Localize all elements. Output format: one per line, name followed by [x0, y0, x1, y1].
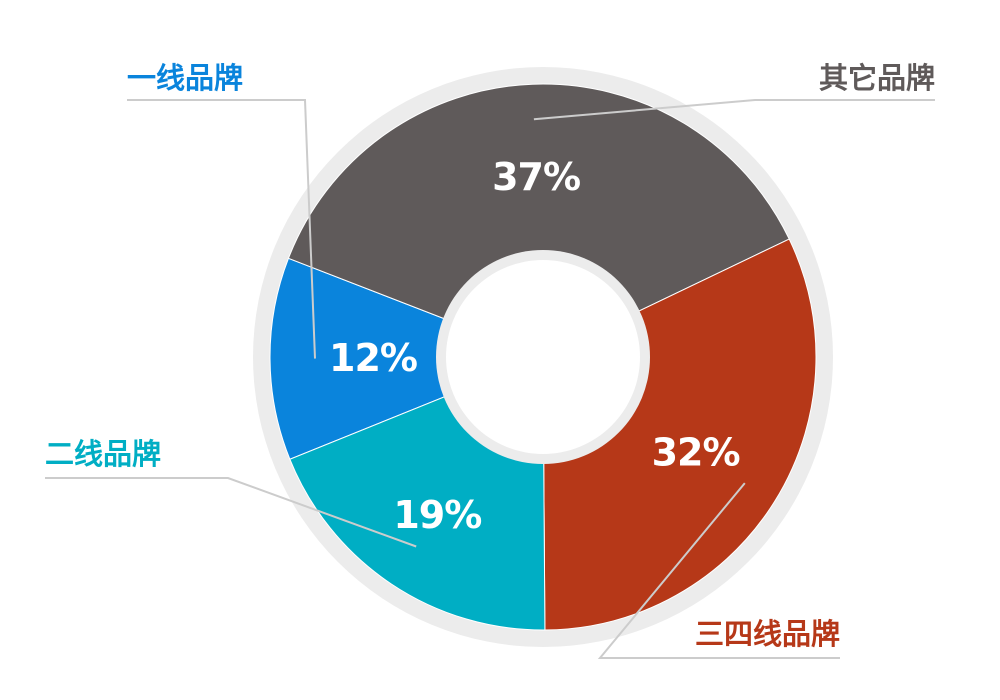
leader-line-2	[597, 482, 840, 659]
leader-line-1	[533, 99, 935, 121]
percent-label-2: 32%	[652, 430, 740, 474]
category-label-1: 其它品牌	[819, 61, 935, 95]
percent-label-0: 12%	[329, 336, 417, 380]
slice-0	[269, 257, 545, 460]
slice-1	[287, 83, 790, 358]
leader-line-0	[127, 99, 316, 359]
percent-label-1: 37%	[492, 155, 580, 199]
category-label-3: 二线品牌	[45, 437, 161, 471]
leader-line-3	[45, 477, 417, 548]
category-label-2: 三四线品牌	[695, 617, 840, 651]
category-label-0: 一线品牌	[127, 61, 243, 95]
percent-label-3: 19%	[393, 493, 481, 537]
center-hole	[446, 260, 640, 454]
